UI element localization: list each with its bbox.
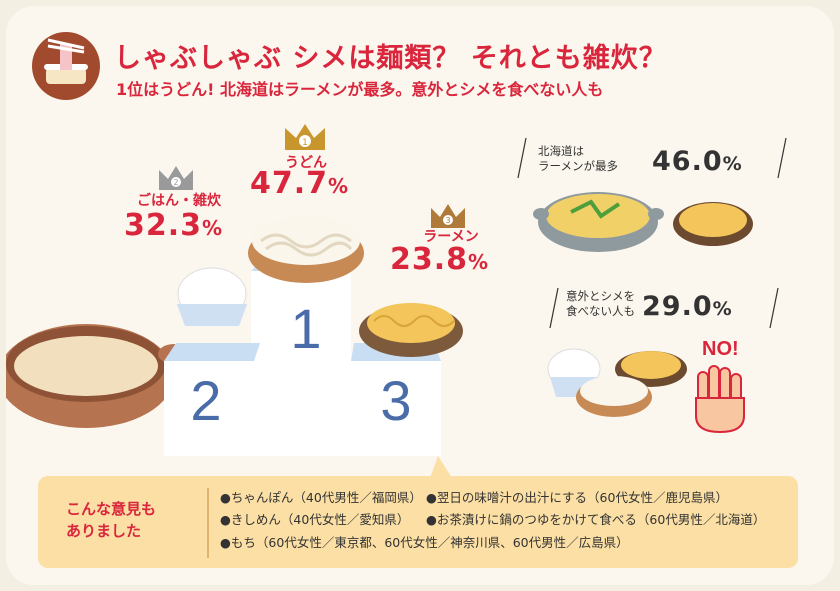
uneaten-food-icon [547, 348, 687, 417]
stat-noshime-value: 29.0% [642, 291, 733, 322]
stat-noshime-label: 意外とシメを 食べない人も [566, 289, 635, 318]
no-sign-text: NO! [702, 338, 739, 360]
rice-bowl-icon [177, 267, 247, 326]
svg-text:1: 1 [302, 138, 308, 148]
opinion-item: ●ちゃんぽん（40代男性／福岡県） [220, 490, 422, 505]
crown-bronze-icon: 3 [431, 204, 465, 228]
opinion-item: ●もち（60代女性／東京都、60代女性／神奈川県、60代男性／広島県） [220, 535, 629, 550]
podium-number-3: 3 [380, 369, 412, 432]
stop-hand-icon [695, 365, 745, 434]
podium-number-2: 2 [190, 369, 222, 432]
stat-noshime-brackets [549, 287, 779, 329]
opinion-item: ●きしめん（40代女性／愛知県） [220, 512, 410, 527]
podium-number-1: 1 [290, 297, 322, 360]
rank3-value: 23.8% [390, 242, 490, 277]
infographic-card: しゃぶしゃぶ シメは麺類？ それとも雑炊？ 1位はうどん! 北海道はラーメンが最… [6, 6, 834, 585]
rank2-label: ごはん・雑炊 [137, 193, 221, 209]
svg-text:3: 3 [445, 216, 450, 225]
stat-hokkaido-label: 北海道は ラーメンが最多 [538, 144, 619, 173]
bubble-tail [430, 456, 452, 478]
svg-text:2: 2 [173, 178, 178, 187]
opinion-item: ●翌日の味噌汁の出汁にする（60代女性／鹿児島県） [426, 490, 728, 505]
rank3-label: ラーメン [423, 229, 479, 245]
crown-gold-icon: 1 [285, 124, 325, 150]
rank1-label: うどん [285, 155, 327, 171]
ramen-plate-icon [673, 202, 753, 246]
udon-bowl-icon [248, 217, 364, 283]
crown-silver-icon: 2 [159, 166, 193, 190]
page-title: しゃぶしゃぶ シメは麺類？ それとも雑炊？ [114, 43, 667, 74]
page-subtitle: 1位はうどん! 北海道はラーメンが最多。意外とシメを食べない人も [116, 80, 604, 99]
opinion-item: ●お茶漬けに鍋のつゆをかけて食べる（60代男性／北海道） [426, 512, 766, 527]
opinions-heading: こんな意見も ありました [66, 500, 157, 540]
stat-hokkaido-value: 46.0% [652, 146, 743, 177]
rank2-value: 32.3% [124, 208, 224, 243]
rank1-value: 47.7% [250, 166, 350, 201]
bowl-logo-icon [32, 32, 100, 100]
hokkaido-nabe-icon [533, 192, 664, 252]
opinions-divider [207, 488, 209, 558]
stat-hokkaido-brackets [517, 137, 787, 179]
opinions-box [38, 476, 798, 568]
ramen-noodles-icon [359, 303, 463, 357]
